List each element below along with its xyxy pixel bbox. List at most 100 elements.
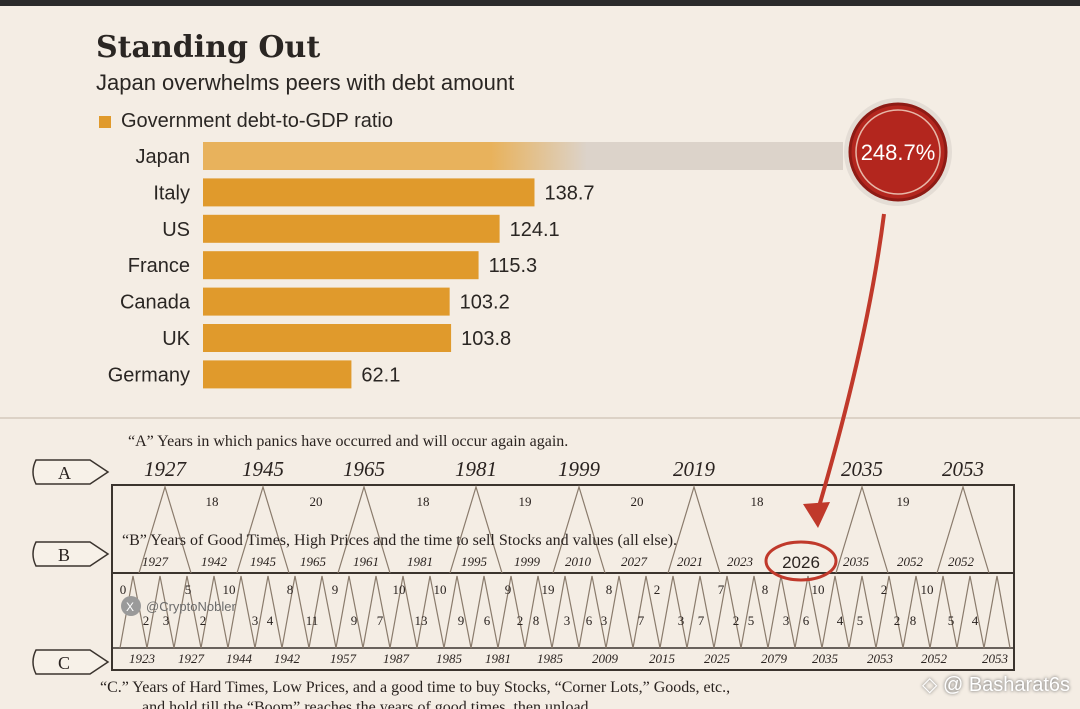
year-b: 1981 (407, 554, 433, 569)
cycle-bottom-number: 9 (458, 613, 465, 628)
chart-legend: Government debt-to-GDP ratio (99, 110, 393, 133)
year-b-highlight: 2026 (782, 553, 820, 572)
cycle-top-number: 8 (762, 582, 769, 597)
year-a: 1965 (343, 457, 385, 481)
note-b: “B” Years of Good Times, High Prices and… (122, 532, 677, 549)
cycle-bottom-number: 7 (698, 613, 705, 628)
year-b: 1927 (142, 554, 169, 569)
marker-c-label: C (58, 653, 70, 673)
interval-number: 18 (751, 494, 764, 509)
cycle-peak (667, 484, 721, 574)
bar-uk (203, 324, 452, 352)
cycle-bottom-number: 3 (163, 613, 170, 628)
cycle-peak (835, 484, 889, 574)
zigzag-line (119, 575, 1011, 649)
year-c: 1981 (485, 651, 511, 666)
cycle-bottom-number: 9 (351, 613, 358, 628)
chart-title: Standing Out (96, 30, 321, 65)
year-a: 1999 (558, 457, 601, 481)
note-c-line1: “C.” Years of Hard Times, Low Prices, an… (100, 679, 730, 696)
arrow-line (816, 213, 886, 511)
cycle-top-number: 5 (185, 582, 192, 597)
interval-number: 19 (897, 494, 910, 509)
value-label: 138.7 (544, 182, 594, 204)
bar-italy (203, 178, 535, 207)
cycle-bottom-number: 6 (803, 613, 810, 628)
year-c: 1944 (226, 651, 253, 666)
year-a: 2053 (942, 457, 984, 481)
x-logo-icon: X (126, 600, 134, 614)
year-b: 2035 (843, 554, 870, 569)
year-b: 2023 (727, 554, 754, 569)
cycle-bottom-number: 8 (533, 613, 540, 628)
year-a: 2019 (673, 457, 716, 481)
cycle-top-number: 9 (332, 582, 339, 597)
category-label: Canada (120, 292, 191, 314)
cycle-bottom-number: 7 (638, 613, 645, 628)
interval-number: 20 (631, 494, 644, 509)
note-a: “A” Years in which panics have occurred … (128, 433, 568, 450)
year-b: 1999 (514, 554, 541, 569)
cycle-top-number: 10 (393, 582, 406, 597)
year-c: 2025 (704, 651, 731, 666)
bar-japan (203, 142, 843, 170)
marker-b-label: B (58, 545, 70, 565)
value-label: 103.8 (461, 328, 511, 350)
cycle-top-number: 10 (434, 582, 447, 597)
cycle-top-number: 10 (921, 582, 934, 597)
year-b: 2027 (621, 554, 648, 569)
cycle-top-number: 8 (606, 582, 613, 597)
chart-subtitle: Japan overwhelms peers with debt amount (96, 70, 515, 95)
cycle-bottom-number: 11 (306, 613, 319, 628)
cycle-bottom-number: 3 (678, 613, 685, 628)
cycle-interval-numbers: 0 5 10 8 9 10 10 9 19 8 2 7 8 10 2 102 3 2 3 4 11 9 7 13 9 6 2 8 3 6 3… (120, 582, 979, 628)
year-b: 1965 (300, 554, 327, 569)
interval-number: 18 (417, 494, 430, 509)
cycle-bottom-number: 4 (837, 613, 844, 628)
cycle-bottom-number: 2 (517, 613, 524, 628)
value-label: 62.1 (361, 364, 400, 386)
cycle-peak (337, 484, 391, 574)
cycle-bottom-number: 6 (484, 613, 491, 628)
year-a: 1927 (144, 457, 188, 481)
bar-us (203, 214, 500, 243)
cycle-bottom-number: 3 (564, 613, 571, 628)
year-c: 2053 (982, 651, 1009, 666)
row-c-years: 1923 1927 1944 1942 1957 1987 1985 1981 1985 2009… (129, 651, 1009, 666)
cycle-bottom-number: 7 (377, 613, 384, 628)
year-c: 1985 (537, 651, 564, 666)
category-label: UK (162, 328, 190, 350)
cycle-top-number: 2 (881, 582, 888, 597)
cycle-bottom-number: 8 (910, 613, 917, 628)
cycle-top-number: 9 (505, 582, 512, 597)
year-c: 1927 (178, 651, 205, 666)
row-b-years: 1927 1942 1945 1965 1961 1981 1995 1999 2010 2027… (142, 553, 975, 572)
cycle-bottom-number: 3 (601, 613, 608, 628)
cycle-top-number: 10 (223, 582, 236, 597)
cycle-top-number: 7 (718, 582, 725, 597)
year-c: 2009 (592, 651, 619, 666)
value-label: 124.1 (510, 219, 560, 241)
cycle-bottom-number: 2 (733, 613, 740, 628)
category-label: Germany (108, 364, 190, 386)
interval-number: 19 (519, 494, 532, 509)
year-c: 1987 (383, 651, 410, 666)
category-label: Japan (136, 146, 191, 168)
year-a: 1945 (242, 457, 284, 481)
cycle-peak (138, 484, 192, 574)
watermark: X @CryptoNobler (121, 596, 236, 616)
note-c-line2: and hold till the “Boom” reaches the yea… (142, 699, 593, 709)
cycle-bottom-number: 2 (200, 613, 207, 628)
bar-france (203, 251, 479, 280)
bar-canada (203, 287, 450, 316)
cycle-bottom-number: 3 (783, 613, 790, 628)
year-c: 2035 (812, 651, 839, 666)
cycle-zigzag (119, 575, 1011, 649)
cycle-peaks (138, 484, 990, 574)
legend-swatch (99, 115, 111, 128)
cycle-top-number: 8 (287, 582, 294, 597)
callout-badge: 248.7% (844, 98, 952, 206)
arrow-head (803, 502, 830, 528)
cycle-bottom-number: 13 (415, 613, 428, 628)
